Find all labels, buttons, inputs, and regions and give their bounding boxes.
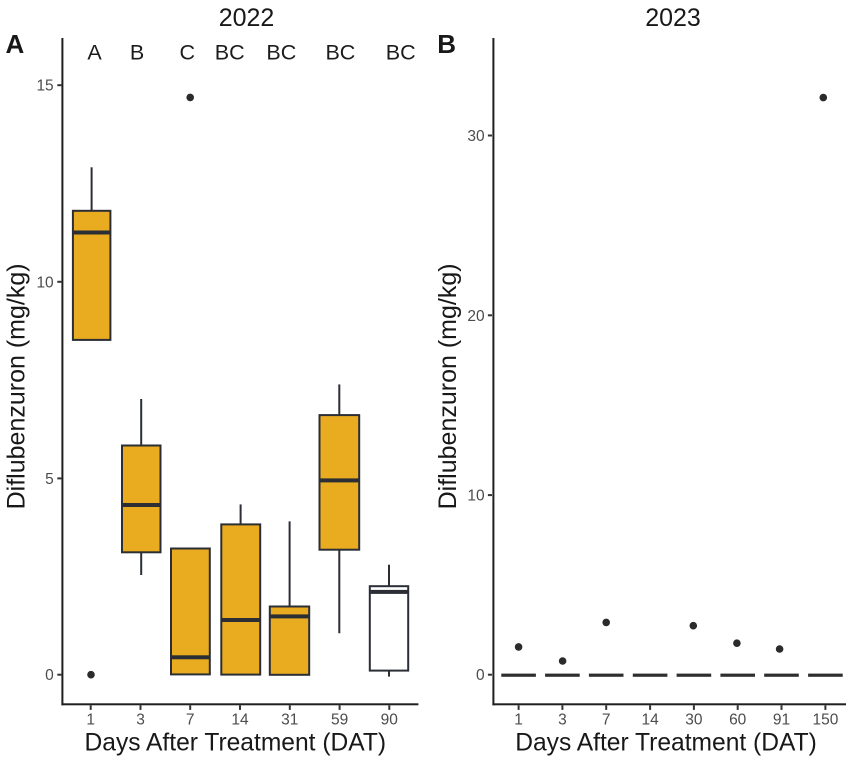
svg-text:BC: BC xyxy=(386,40,416,64)
svg-text:0: 0 xyxy=(476,667,485,684)
svg-text:60: 60 xyxy=(729,712,747,729)
svg-text:14: 14 xyxy=(231,712,249,729)
svg-text:30: 30 xyxy=(467,128,485,145)
svg-text:A: A xyxy=(87,40,102,64)
svg-text:Diflubenzuron (mg/kg): Diflubenzuron (mg/kg) xyxy=(434,263,462,509)
svg-text:0: 0 xyxy=(45,667,54,684)
svg-text:Days After Treatment (DAT): Days After Treatment (DAT) xyxy=(85,730,387,757)
svg-text:5: 5 xyxy=(45,471,54,488)
svg-text:31: 31 xyxy=(281,712,298,729)
svg-text:2022: 2022 xyxy=(219,4,275,32)
svg-text:7: 7 xyxy=(186,712,195,729)
svg-text:150: 150 xyxy=(812,712,838,729)
svg-text:20: 20 xyxy=(467,308,485,325)
svg-text:Diflubenzuron (mg/kg): Diflubenzuron (mg/kg) xyxy=(3,263,31,509)
svg-text:7: 7 xyxy=(602,712,611,729)
svg-text:14: 14 xyxy=(641,712,659,729)
svg-text:30: 30 xyxy=(685,712,703,729)
svg-text:90: 90 xyxy=(381,712,399,729)
svg-text:1: 1 xyxy=(514,712,523,729)
svg-text:1: 1 xyxy=(86,712,95,729)
svg-text:2023: 2023 xyxy=(645,4,701,32)
svg-text:Days After Treatment (DAT): Days After Treatment (DAT) xyxy=(515,730,817,757)
svg-text:91: 91 xyxy=(773,712,790,729)
svg-text:3: 3 xyxy=(136,712,145,729)
svg-text:59: 59 xyxy=(331,712,348,729)
svg-text:BC: BC xyxy=(215,40,245,64)
svg-text:15: 15 xyxy=(36,78,53,95)
svg-text:BC: BC xyxy=(325,40,355,64)
svg-text:3: 3 xyxy=(558,712,567,729)
svg-text:B: B xyxy=(130,40,144,64)
svg-text:B: B xyxy=(437,29,456,59)
svg-text:10: 10 xyxy=(467,488,485,505)
svg-text:A: A xyxy=(6,29,25,59)
svg-text:10: 10 xyxy=(36,274,54,291)
svg-text:C: C xyxy=(180,40,196,64)
svg-text:BC: BC xyxy=(266,40,296,64)
